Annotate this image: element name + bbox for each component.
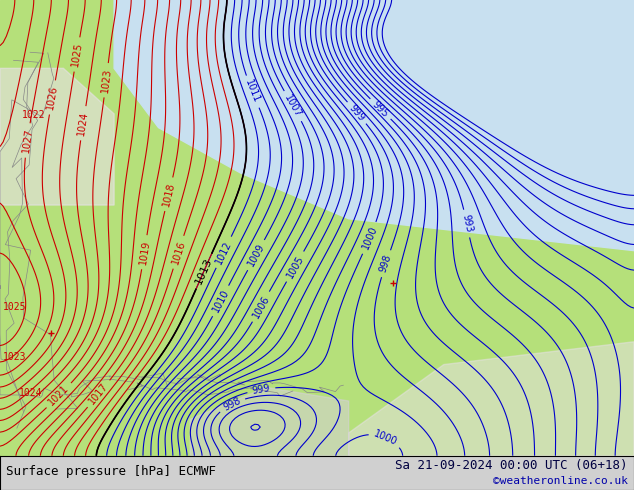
Text: 1022: 1022: [22, 110, 46, 121]
Text: 1025: 1025: [70, 42, 84, 68]
Text: 1000: 1000: [372, 428, 399, 447]
Polygon shape: [190, 387, 349, 456]
Text: 1007: 1007: [282, 93, 303, 119]
Text: 1019: 1019: [138, 239, 151, 265]
Text: 1023: 1023: [3, 352, 27, 362]
Text: 999: 999: [347, 102, 366, 123]
Text: 1027: 1027: [21, 127, 34, 153]
Text: 1006: 1006: [250, 294, 271, 320]
Text: 1011: 1011: [243, 78, 262, 105]
Text: ©weatheronline.co.uk: ©weatheronline.co.uk: [493, 476, 628, 487]
Text: 1000: 1000: [360, 225, 379, 251]
Text: 1026: 1026: [46, 84, 60, 110]
Text: 1010: 1010: [210, 288, 231, 314]
Text: 998: 998: [378, 253, 394, 274]
Text: 1024: 1024: [77, 110, 90, 136]
Polygon shape: [349, 342, 634, 456]
Text: 998: 998: [221, 395, 242, 413]
Text: 1017: 1017: [87, 381, 110, 407]
Text: 1005: 1005: [285, 253, 306, 280]
Text: 1016: 1016: [170, 239, 187, 266]
Text: 1021: 1021: [47, 383, 71, 408]
Text: 1013: 1013: [193, 256, 214, 286]
Text: 1018: 1018: [161, 181, 176, 207]
Polygon shape: [114, 0, 634, 251]
Text: 995: 995: [370, 99, 391, 119]
Text: 1012: 1012: [214, 239, 233, 266]
Text: 1023: 1023: [100, 68, 113, 93]
Text: 999: 999: [251, 383, 271, 396]
Text: 1025: 1025: [3, 302, 27, 312]
Polygon shape: [0, 69, 114, 205]
Text: Sa 21-09-2024 00:00 UTC (06+18): Sa 21-09-2024 00:00 UTC (06+18): [395, 460, 628, 472]
Text: 1009: 1009: [246, 242, 266, 268]
Text: 1024: 1024: [19, 389, 42, 398]
Text: Surface pressure [hPa] ECMWF: Surface pressure [hPa] ECMWF: [6, 465, 216, 478]
Text: 993: 993: [460, 214, 474, 234]
